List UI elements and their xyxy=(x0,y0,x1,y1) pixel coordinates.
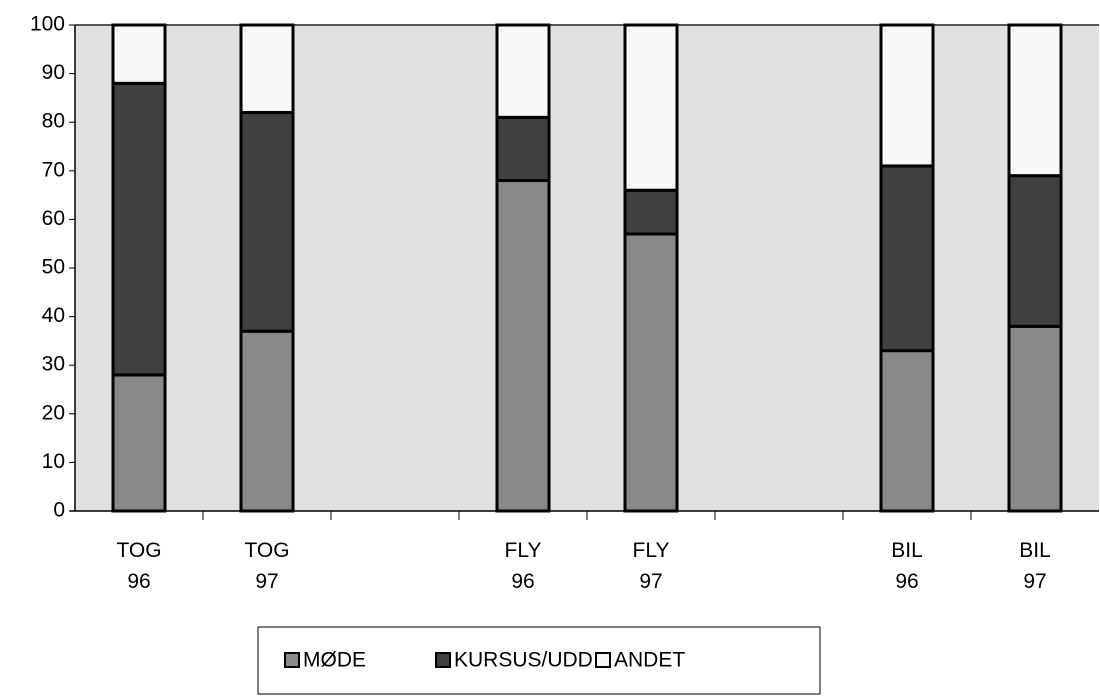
legend-box xyxy=(257,626,821,695)
bar-segment xyxy=(1007,23,1063,178)
bar-segment xyxy=(111,23,167,85)
bar-segment xyxy=(495,115,551,183)
bar-segment xyxy=(239,329,295,513)
x-tick-label: FLY 97 xyxy=(633,539,670,593)
bar-segment xyxy=(495,179,551,513)
y-tick-label: 60 xyxy=(42,207,65,230)
bar-segment xyxy=(239,23,295,114)
bar-segment xyxy=(239,110,295,333)
bar-segment xyxy=(111,373,167,513)
y-tick-label: 0 xyxy=(53,499,65,522)
bar-segment xyxy=(495,23,551,119)
legend-label: ANDET xyxy=(614,649,685,672)
plot-area xyxy=(75,25,1099,511)
bar-segment xyxy=(1007,174,1063,328)
legend-swatch xyxy=(595,652,611,668)
x-tick-label: BIL 97 xyxy=(1019,539,1051,593)
bar-segment xyxy=(623,232,679,513)
bar-segment xyxy=(879,349,935,513)
bar-segment xyxy=(623,188,679,236)
bar-segment xyxy=(1007,324,1063,513)
x-tick-label: TOG 96 xyxy=(116,539,161,593)
bar-segment xyxy=(111,81,167,377)
y-tick-label: 80 xyxy=(42,110,65,133)
y-tick-label: 70 xyxy=(42,158,65,181)
legend-swatch xyxy=(435,652,451,668)
y-tick-label: 10 xyxy=(42,450,65,473)
legend-swatch xyxy=(284,652,300,668)
bar-segment xyxy=(879,164,935,353)
y-tick-label: 40 xyxy=(42,304,65,327)
y-tick-label: 30 xyxy=(42,353,65,376)
bar-segment xyxy=(879,23,935,168)
y-tick-label: 50 xyxy=(42,256,65,279)
x-tick-label: FLY 96 xyxy=(505,539,542,593)
y-tick-label: 20 xyxy=(42,401,65,424)
x-tick-label: BIL 96 xyxy=(891,539,923,593)
y-tick-label: 90 xyxy=(42,61,65,84)
bar-segment xyxy=(623,23,679,192)
y-tick-label: 100 xyxy=(30,13,65,36)
x-tick-label: TOG 97 xyxy=(244,539,289,593)
legend-label: KURSUS/UDD xyxy=(454,649,593,672)
legend-label: MØDE xyxy=(303,649,366,672)
